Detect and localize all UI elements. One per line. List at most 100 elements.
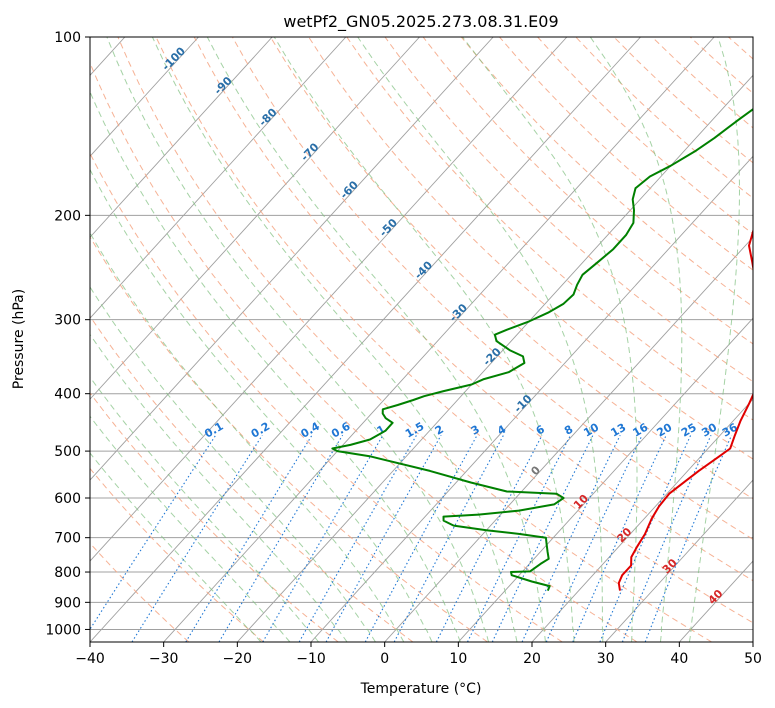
mixing-ratio-line — [521, 434, 621, 642]
mixing-ratio-label: 16 — [630, 421, 650, 440]
mixing-ratio-label: 6 — [534, 422, 547, 437]
dry-adiabat-line — [90, 235, 488, 642]
isotherm-label: -30 — [447, 301, 470, 324]
y-axis: 100 200 300 400 500 600 700 800 900 1000 — [45, 30, 90, 638]
mixing-ratio-line — [218, 434, 344, 642]
dry-adiabat-line — [767, 37, 775, 642]
moist-adiabat-line — [90, 90, 461, 642]
moist-adiabat-line — [273, 37, 575, 642]
x-tick-label: −30 — [149, 651, 179, 667]
x-tick-label: −20 — [223, 651, 253, 667]
mixing-ratio-label: 4 — [495, 422, 508, 437]
dry-adiabat-line — [193, 37, 753, 582]
isotherm-line — [752, 641, 753, 642]
mixing-ratio-line — [364, 434, 478, 642]
x-tick-label: −10 — [296, 651, 326, 667]
isotherm-label: 30 — [660, 556, 680, 576]
dry-adiabat-line — [90, 467, 264, 642]
x-tick-label: −40 — [75, 651, 105, 667]
dry-adiabat-line — [537, 37, 753, 235]
y-axis-title: Pressure (hPa) — [11, 289, 27, 389]
moist-adiabat-line — [90, 168, 433, 642]
mixing-ratio-line — [435, 434, 543, 642]
inner-labels: 0.1 0.2 0.4 0.6 1 1.5 2 3 4 6 8 10 13 16 20 25 30 36-100-… — [159, 44, 740, 607]
y-tick-label: 500 — [54, 444, 81, 460]
moist-adiabat-line — [689, 37, 741, 642]
isotherm-line — [90, 37, 347, 319]
mixing-ratio-line — [90, 434, 217, 631]
mixing-ratio-line — [644, 434, 733, 642]
moist-adiabat-line — [90, 376, 319, 642]
x-tick-label: 20 — [523, 651, 541, 667]
moist-adiabat-line — [90, 231, 405, 642]
x-tick-label: 30 — [597, 651, 615, 667]
isotherm-label: -70 — [298, 140, 321, 163]
mixing-ratio-line — [131, 434, 263, 642]
moist-adiabat-line — [90, 333, 348, 642]
plot-frame — [89, 36, 754, 643]
isotherm-label: -80 — [256, 106, 279, 129]
y-tick-label: 700 — [54, 531, 81, 547]
dry-adiabat-line — [689, 37, 753, 94]
mixing-ratio-label: 0.1 — [202, 420, 225, 441]
isotherm-line — [90, 37, 273, 238]
y-tick-label: 600 — [54, 491, 81, 507]
mixing-ratio-line — [185, 434, 313, 642]
dry-adiabat-line — [384, 37, 753, 383]
isotherm-label: -90 — [212, 74, 235, 97]
x-tick-label: 40 — [670, 651, 688, 667]
moist-adiabat-line — [106, 37, 490, 642]
isotherm-label: 40 — [706, 587, 726, 607]
y-tick-label: 900 — [54, 595, 81, 611]
dry-adiabat-line — [231, 37, 753, 540]
isotherm-label: -50 — [377, 216, 400, 239]
mixing-ratio-label: 10 — [581, 421, 601, 440]
mixing-ratio-line — [298, 434, 417, 642]
isotherm-line — [237, 74, 753, 642]
isotherm-line — [458, 317, 753, 642]
dry-adiabat-line — [90, 392, 339, 642]
y-tick-label: 800 — [54, 565, 81, 581]
moist-adiabat-line — [357, 37, 604, 642]
mixing-ratio-label: 30 — [699, 421, 719, 440]
isotherm-label: -60 — [338, 178, 361, 201]
isotherm-line — [90, 37, 568, 562]
x-tick-label: 10 — [449, 651, 467, 667]
dry-adiabat-line — [575, 37, 753, 199]
temperature-profile-line — [617, 228, 753, 591]
isotherm-line — [90, 37, 494, 481]
mixing-ratio-line — [572, 434, 667, 642]
isotherm-label: -40 — [412, 258, 435, 281]
mixing-ratio-line — [599, 434, 692, 642]
mixing-ratio-line — [325, 434, 442, 642]
mixing-ratio-line — [621, 434, 712, 642]
dry-adiabat-line — [728, 37, 753, 60]
moist-adiabat-line — [151, 37, 518, 642]
isotherm-line — [384, 236, 753, 642]
dry-adiabat-line — [117, 37, 712, 642]
isotherm-label: -10 — [511, 392, 534, 415]
dry-adiabat-line — [270, 37, 753, 500]
x-axis: −40 −30 −20 −10 0 10 20 30 40 50 — [75, 642, 762, 667]
y-tick-label: 200 — [54, 208, 81, 224]
mixing-ratio-line — [393, 434, 504, 642]
y-tick-label: 100 — [54, 30, 81, 46]
dry-adiabat-line — [346, 37, 753, 421]
x-tick-label: 50 — [744, 651, 762, 667]
mixing-ratio-line — [262, 434, 384, 642]
isotherm-label: 10 — [571, 492, 591, 512]
moist-adiabat-line — [206, 37, 546, 642]
mixing-ratio-label: 13 — [609, 421, 629, 440]
moist-adiabat-line — [90, 415, 291, 642]
dry-adiabat-line — [651, 37, 753, 129]
dewpoint-profile-line — [331, 108, 753, 591]
x-tick-label: 0 — [380, 651, 389, 667]
moist-adiabat-line — [462, 37, 638, 642]
isotherm-line — [531, 398, 753, 642]
isotherm-line — [163, 37, 715, 642]
isotherm-label: -20 — [480, 345, 503, 368]
moist-adiabat-line — [90, 286, 376, 642]
y-tick-label: 300 — [54, 313, 81, 329]
dry-adiabat-line — [155, 37, 753, 624]
